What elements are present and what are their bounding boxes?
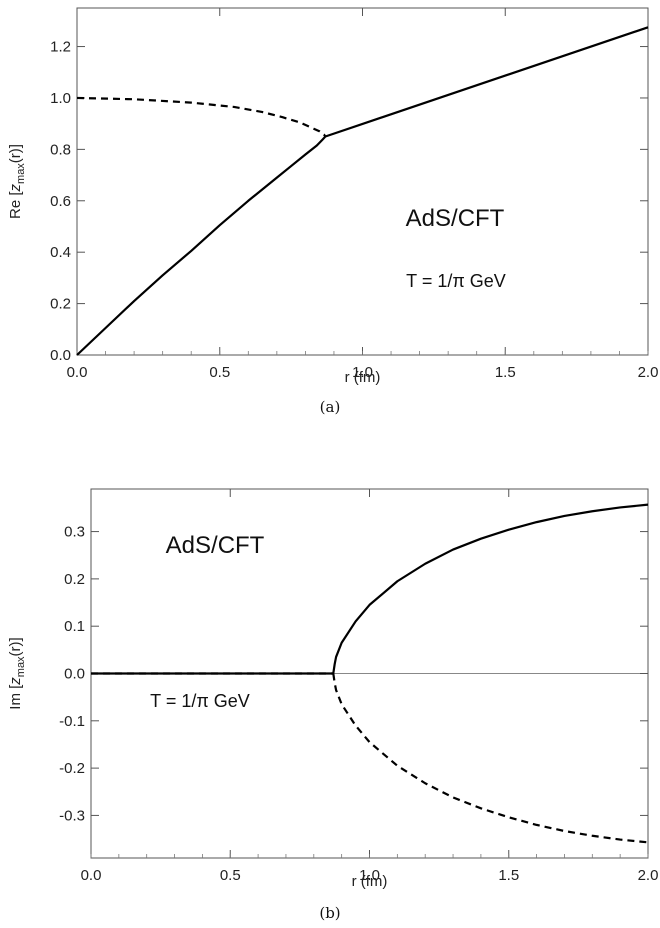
plot-frame <box>76 7 649 356</box>
x-tick-label: 1.0 <box>359 867 380 884</box>
y-tick-label: 0.2 <box>50 296 71 313</box>
y-tick-label: 0.8 <box>50 141 71 158</box>
annotation-label: T = 1/π GeV <box>150 691 250 711</box>
y-tick-label: 0.2 <box>64 571 85 588</box>
y-tick-label: 0.0 <box>50 347 71 364</box>
x-tick-label: 1.5 <box>495 364 516 381</box>
y-tick-label: 0.0 <box>64 666 85 683</box>
series-line-dashed <box>76 96 327 138</box>
y-tick-label: -0.3 <box>59 807 85 824</box>
x-tick-label: 1.0 <box>352 364 373 381</box>
x-tick-label: 2.0 <box>638 364 659 381</box>
chart-panel-a: 0.0 0.5 1.0 1.5 2.0 0.0 0.2 0.4 0.6 0.8 1.0 1.2 r (f… <box>7 7 659 416</box>
x-axis-label: r (fm) <box>345 369 381 386</box>
y-tick-label: 1.0 <box>50 90 71 107</box>
x-tick-label: 1.5 <box>498 867 519 884</box>
series-line-solid <box>332 503 649 674</box>
y-tick-label: -0.1 <box>59 713 85 730</box>
x-axis-label: r (fm) <box>352 873 388 890</box>
y-tick-label: 0.1 <box>64 618 85 635</box>
y-tick-label: 0.6 <box>50 193 71 210</box>
y-tick-label: -0.2 <box>59 760 85 777</box>
series-line-dashed <box>332 673 649 844</box>
x-tick-label: 0.5 <box>209 364 230 381</box>
x-tick-label: 0.0 <box>67 364 88 381</box>
y-axis-label: Im [zmax(r)] <box>7 637 27 709</box>
y-tick-label: 1.2 <box>50 39 71 56</box>
x-tick-label: 0.5 <box>220 867 241 884</box>
panel-caption: (a) <box>320 398 341 416</box>
series-line-solid <box>76 135 327 356</box>
x-tick-label: 2.0 <box>638 867 659 884</box>
annotation-label: T = 1/π GeV <box>406 271 506 291</box>
y-tick-label: 0.3 <box>64 524 85 541</box>
y-axis-label: Re [zmax(r)] <box>7 144 27 219</box>
y-tick-label: 0.4 <box>50 244 71 261</box>
chart-panel-b: 0.0 0.5 1.0 1.5 2.0 -0.3 -0.2 -0.1 0.0 0.1 0.2 0.3 r… <box>7 488 659 922</box>
panel-caption: (b) <box>319 904 340 922</box>
annotation-label: AdS/CFT <box>406 205 505 232</box>
series-line-solid <box>325 26 649 138</box>
x-tick-label: 0.0 <box>81 867 102 884</box>
annotation-label: AdS/CFT <box>166 532 265 559</box>
